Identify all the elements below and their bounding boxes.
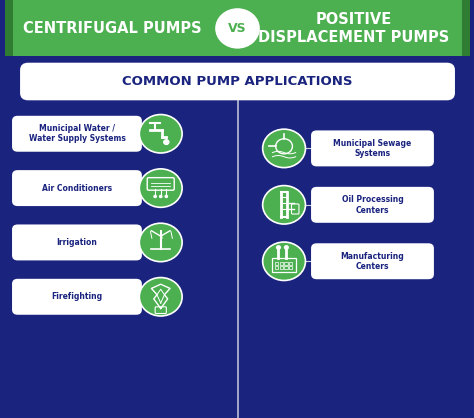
Circle shape: [263, 186, 305, 224]
Circle shape: [160, 195, 162, 197]
Text: Municipal Sewage
Systems: Municipal Sewage Systems: [333, 139, 411, 158]
Circle shape: [139, 115, 182, 153]
Circle shape: [284, 246, 288, 249]
FancyBboxPatch shape: [5, 0, 470, 56]
Text: CENTRIFUGAL PUMPS: CENTRIFUGAL PUMPS: [23, 21, 201, 36]
Circle shape: [164, 140, 169, 145]
Circle shape: [277, 246, 280, 249]
Text: Oil Processing
Centers: Oil Processing Centers: [342, 195, 403, 214]
Circle shape: [154, 195, 156, 197]
Text: Firefighting: Firefighting: [51, 292, 102, 301]
Circle shape: [139, 223, 182, 262]
Text: Manufacturing
Centers: Manufacturing Centers: [341, 252, 404, 271]
Text: Municipal Water /
Water Supply Systems: Municipal Water / Water Supply Systems: [28, 124, 126, 143]
FancyBboxPatch shape: [12, 170, 142, 206]
FancyBboxPatch shape: [21, 64, 454, 99]
FancyBboxPatch shape: [462, 0, 470, 56]
FancyBboxPatch shape: [12, 116, 142, 152]
Circle shape: [139, 278, 182, 316]
FancyBboxPatch shape: [12, 279, 142, 315]
FancyBboxPatch shape: [311, 243, 434, 279]
Text: Air Conditioners: Air Conditioners: [42, 184, 112, 193]
FancyBboxPatch shape: [311, 187, 434, 223]
Text: COMMON PUMP APPLICATIONS: COMMON PUMP APPLICATIONS: [122, 75, 353, 88]
Circle shape: [263, 129, 305, 168]
FancyBboxPatch shape: [12, 224, 142, 260]
Circle shape: [263, 242, 305, 280]
FancyBboxPatch shape: [311, 130, 434, 166]
Text: POSITIVE
DISPLACEMENT PUMPS: POSITIVE DISPLACEMENT PUMPS: [258, 12, 449, 45]
FancyBboxPatch shape: [5, 0, 13, 56]
Circle shape: [165, 195, 167, 197]
Text: VS: VS: [228, 22, 247, 35]
Circle shape: [139, 169, 182, 207]
Circle shape: [217, 10, 258, 47]
Text: Irrigation: Irrigation: [56, 238, 97, 247]
